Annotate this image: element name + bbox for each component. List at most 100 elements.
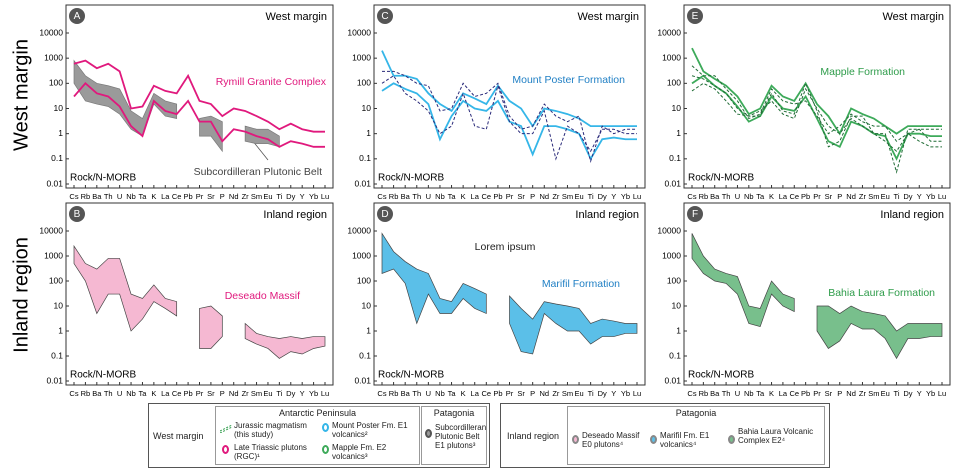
x-tick-label: Nb: [435, 192, 445, 201]
x-tick-label: U: [117, 192, 122, 201]
x-tick-label: Pr: [813, 389, 821, 398]
x-tick-label: Ba: [92, 389, 102, 398]
y-tick-label: 1: [366, 128, 371, 138]
y-tick-label: 10: [672, 300, 682, 310]
x-tick-label: Nb: [744, 192, 754, 201]
x-tick-label: Pr: [196, 389, 204, 398]
x-tick-label: Th: [104, 389, 113, 398]
x-tick-label: P: [220, 389, 225, 398]
x-tick-label: Th: [104, 192, 113, 201]
x-tick-label: U: [735, 192, 740, 201]
x-tick-label: P: [837, 192, 842, 201]
annotation: Deseado Massif: [225, 290, 300, 302]
x-tick-label: Y: [611, 389, 616, 398]
x-tick-label: Sm: [562, 389, 573, 398]
x-tick-label: Sm: [562, 192, 573, 201]
legend-group: Patagonia Deseado Massif E0 plutons⁴ Mar…: [567, 406, 825, 465]
y-tick-label: 1000: [352, 52, 371, 62]
x-tick-label: Y: [300, 192, 305, 201]
x-tick-label: Ta: [448, 192, 457, 201]
y-tick-label: 1: [676, 325, 681, 335]
y-tick-label: 10: [362, 103, 372, 113]
x-tick-label: Ce: [172, 192, 182, 201]
legend-icon: [728, 435, 735, 444]
x-tick-label: Nd: [229, 192, 239, 201]
x-tick-label: Ta: [138, 389, 147, 398]
y-tick-label: 100: [357, 275, 371, 285]
x-tick-label: Sm: [868, 192, 879, 201]
x-tick-label: Pr: [506, 389, 514, 398]
x-tick-label: Eu: [263, 389, 272, 398]
x-tick-label: Rb: [81, 389, 91, 398]
x-tick-label: K: [151, 389, 156, 398]
y-tick-label: 1: [676, 128, 681, 138]
x-tick-label: Ti: [276, 389, 282, 398]
band-fill: [199, 115, 223, 153]
y-tick-label: 10000: [657, 27, 681, 37]
y-tick-label: 0.1: [669, 350, 681, 360]
band-upper: [73, 59, 325, 133]
x-tick-label: Sr: [825, 192, 833, 201]
y-axis-label: Rock/N-MORB: [688, 370, 754, 381]
y-tick-label: 0.01: [354, 178, 371, 188]
x-tick-label: Zr: [242, 192, 250, 201]
plot-frame: [373, 4, 646, 189]
legend-text: Subcordilleran Plutonic Belt E1 plutons³: [435, 423, 487, 450]
y-axis-label: Rock/N-MORB: [70, 173, 136, 184]
x-tick-label: Ti: [588, 192, 594, 201]
x-tick-label: Ti: [276, 192, 282, 201]
y-tick-label: 100: [667, 275, 681, 285]
band-lower: [73, 82, 325, 148]
band-fill: [381, 232, 487, 325]
legend-icon: [572, 435, 579, 444]
panel-title: Inland region: [880, 209, 944, 221]
x-tick-label: Ce: [482, 192, 492, 201]
panel-letter: E: [692, 11, 699, 22]
x-tick-label: Nd: [846, 192, 856, 201]
x-tick-label: Yb: [309, 192, 318, 201]
x-tick-label: Pr: [196, 192, 204, 201]
x-tick-label: Nb: [744, 389, 754, 398]
y-tick-label: 10000: [39, 225, 63, 235]
x-tick-label: U: [117, 389, 122, 398]
legend-text: Mapple Fm. E2 volcanics³: [332, 443, 387, 461]
annotation: Mapple Formation: [820, 66, 905, 78]
y-tick-label: 0.01: [354, 375, 371, 385]
y-tick-label: 100: [357, 78, 371, 88]
x-tick-label: Pb: [183, 389, 192, 398]
panel-title: West margin: [577, 11, 639, 23]
x-tick-label: Dy: [286, 389, 295, 398]
x-tick-label: La: [161, 192, 170, 201]
panel-badge: [69, 8, 85, 24]
x-tick-label: Ti: [588, 389, 594, 398]
y-tick-label: 1000: [352, 250, 371, 260]
panel-badge: [377, 8, 393, 24]
y-axis-label: Rock/N-MORB: [378, 173, 444, 184]
legend-text: Jurassic magmatism (this study): [234, 421, 307, 439]
x-tick-label: Nd: [229, 389, 239, 398]
x-tick-label: Cs: [687, 389, 696, 398]
x-tick-label: Dy: [903, 192, 912, 201]
x-tick-label: Yb: [926, 389, 935, 398]
x-tick-label: Cs: [377, 389, 386, 398]
x-tick-label: Pb: [493, 192, 502, 201]
y-tick-label: 0.1: [51, 350, 63, 360]
x-tick-label: La: [779, 192, 788, 201]
x-tick-label: Pr: [506, 192, 514, 201]
band-fill: [73, 59, 178, 137]
annotation: Rymill Granite Complex: [216, 76, 327, 88]
panel-letter: B: [74, 209, 81, 220]
legend-icon: [425, 429, 432, 438]
legend-icon: [650, 435, 657, 444]
x-tick-label: Ba: [401, 192, 411, 201]
x-tick-label: Ti: [894, 192, 900, 201]
y-tick-label: 10: [672, 103, 682, 113]
x-tick-label: P: [220, 192, 225, 201]
x-tick-label: Eu: [263, 192, 272, 201]
y-axis-label: Rock/N-MORB: [378, 370, 444, 381]
x-tick-label: Yb: [621, 192, 630, 201]
dashed-line: [691, 75, 942, 174]
band-fill: [816, 305, 943, 360]
x-tick-label: Eu: [574, 389, 583, 398]
